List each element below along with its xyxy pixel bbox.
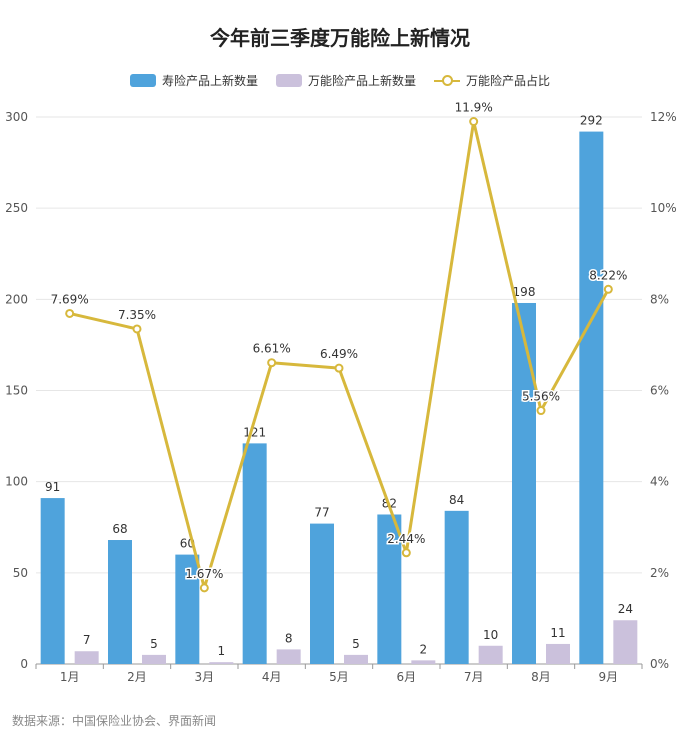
- bar-universal-products: [74, 651, 99, 664]
- y-right-tick-label: 10%: [650, 201, 677, 215]
- bar-label-universal-products: 1: [218, 644, 226, 658]
- y-left-tick-label: 250: [5, 201, 28, 215]
- bar-life-products: [242, 443, 267, 664]
- bar-life-products: [310, 523, 334, 664]
- bar-life-products: [512, 302, 536, 664]
- line-label-universal-ratio: 6.49%: [320, 347, 358, 361]
- bar-label-universal-products: 7: [83, 633, 91, 647]
- line-label-universal-ratio: 11.9%: [455, 101, 493, 115]
- y-left-tick-label: 50: [13, 566, 28, 580]
- bar-label-life-products: 77: [314, 506, 329, 520]
- bar-label-universal-products: 8: [285, 631, 293, 645]
- x-tick-label: 3月: [195, 670, 215, 684]
- line-label-universal-ratio: 2.44%: [387, 532, 425, 546]
- bar-life-products: [40, 498, 65, 664]
- y-left-tick-label: 150: [5, 384, 28, 398]
- y-right-tick-label: 6%: [650, 384, 669, 398]
- bar-universal-products: [411, 660, 436, 664]
- line-label-universal-ratio: 1.67%: [185, 567, 223, 581]
- y-left-tick-label: 100: [5, 475, 28, 489]
- bar-label-universal-products: 24: [618, 602, 633, 616]
- legend-swatch-life-products: [129, 74, 156, 87]
- line-point-universal-ratio: [65, 308, 75, 318]
- line-point-universal-ratio: [132, 324, 142, 334]
- bar-life-products: [175, 554, 200, 664]
- line-point-universal-ratio: [334, 363, 344, 373]
- x-tick-label: 5月: [329, 670, 349, 684]
- line-point-universal-ratio: [267, 358, 277, 368]
- x-tick-label: 2月: [127, 670, 147, 684]
- bar-universal-products: [209, 662, 234, 664]
- bar-universal-products: [276, 649, 301, 664]
- y-left-tick-label: 0: [20, 657, 28, 671]
- legend-item-universal-ratio[interactable]: 万能险产品占比: [434, 72, 550, 89]
- chart-legend: 寿险产品上新数量 万能险产品上新数量 万能险产品占比: [0, 72, 680, 89]
- bar-label-life-products: 292: [580, 114, 603, 128]
- line-point-universal-ratio: [469, 117, 479, 127]
- bar-universal-products: [344, 654, 368, 664]
- bar-label-life-products: 91: [45, 480, 60, 494]
- legend-item-life-products[interactable]: 寿险产品上新数量: [129, 72, 258, 89]
- bar-life-products: [444, 510, 469, 664]
- source-note: 数据来源：中国保险业协会、界面新闻: [12, 714, 217, 728]
- y-right-tick-label: 4%: [650, 475, 669, 489]
- y-right-tick-label: 0%: [650, 657, 669, 671]
- line-label-universal-ratio: 5.56%: [522, 390, 560, 404]
- legend-swatch-universal-products: [275, 74, 302, 87]
- x-tick-label: 8月: [531, 670, 551, 684]
- bar-life-products: [377, 514, 402, 664]
- x-tick-label: 6月: [397, 670, 417, 684]
- line-label-universal-ratio: 7.35%: [118, 308, 156, 322]
- x-tick-label: 9月: [599, 670, 619, 684]
- x-tick-label: 7月: [464, 670, 484, 684]
- y-right-tick-label: 8%: [650, 292, 669, 306]
- bar-label-life-products: 121: [243, 425, 266, 439]
- chart-title: 今年前三季度万能险上新情况: [210, 26, 470, 50]
- bar-label-universal-products: 2: [420, 642, 428, 656]
- chart-plot-area: 0 50 100 150 200 250 300 0% 2% 4% 6% 8% 10% 12% 1月 2月 3月…: [5, 99, 677, 684]
- line-point-universal-ratio: [536, 406, 546, 416]
- bar-life-products: [579, 131, 604, 664]
- y-right-tick-label: 2%: [650, 566, 669, 580]
- bar-universal-products: [478, 645, 503, 664]
- bar-label-life-products: 198: [513, 285, 536, 299]
- bar-life-products: [108, 540, 132, 664]
- legend-swatch-universal-ratio: [434, 74, 460, 87]
- line-label-universal-ratio: 6.61%: [253, 342, 291, 356]
- bar-universal-products: [142, 654, 166, 664]
- line-point-universal-ratio: [401, 548, 411, 558]
- bar-label-universal-products: 10: [483, 628, 498, 642]
- y-left-tick-label: 300: [5, 110, 28, 124]
- legend-label-universal-ratio: 万能险产品占比: [466, 74, 551, 88]
- line-label-universal-ratio: 8.22%: [589, 268, 627, 282]
- legend-item-universal-products[interactable]: 万能险产品上新数量: [275, 72, 416, 89]
- bar-label-life-products: 84: [449, 493, 464, 507]
- legend-label-life-products: 寿险产品上新数量: [161, 74, 258, 88]
- bar-label-universal-products: 5: [150, 637, 158, 651]
- bar-label-life-products: 68: [112, 522, 127, 536]
- y-right-tick-label: 12%: [650, 110, 677, 124]
- bar-label-universal-products: 11: [550, 626, 565, 640]
- y-left-tick-label: 200: [5, 292, 28, 306]
- x-tick-label: 1月: [60, 670, 80, 684]
- x-tick-label: 4月: [262, 670, 282, 684]
- line-label-universal-ratio: 7.69%: [51, 292, 89, 306]
- bar-label-universal-products: 5: [352, 637, 360, 651]
- line-point-universal-ratio: [199, 583, 209, 593]
- bar-universal-products: [546, 643, 570, 664]
- bar-universal-products: [613, 620, 638, 664]
- legend-label-universal-products: 万能险产品上新数量: [307, 74, 416, 88]
- line-point-universal-ratio: [603, 284, 613, 294]
